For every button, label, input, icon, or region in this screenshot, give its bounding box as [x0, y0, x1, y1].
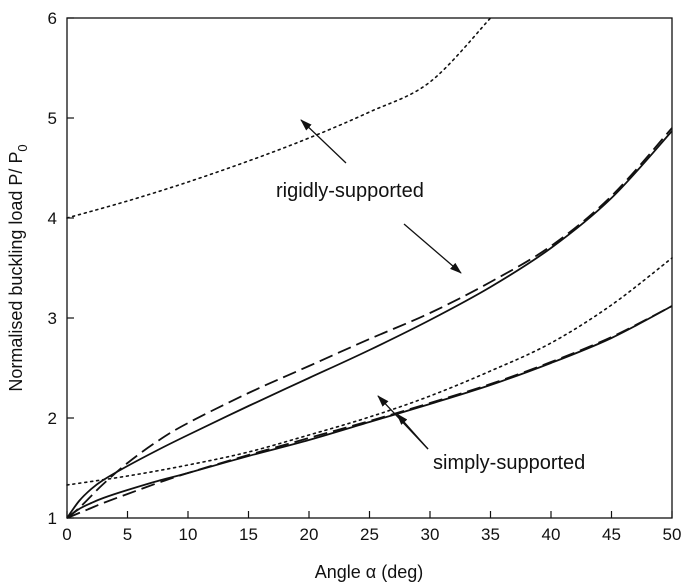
- y-tick-label: 1: [48, 509, 57, 528]
- arrow-simply-supported-bottom: [396, 413, 429, 450]
- x-tick-label: 0: [62, 525, 71, 544]
- arrow-rigidly-supported-top: [300, 119, 347, 164]
- series-line-simply-supported-dashed: [66, 305, 673, 519]
- x-tick-label: 40: [542, 525, 561, 544]
- x-tick-label: 45: [602, 525, 621, 544]
- x-tick-label: 5: [123, 525, 132, 544]
- x-tick-label: 15: [239, 525, 258, 544]
- y-tick-label: 2: [48, 409, 57, 428]
- arrow-rigidly-supported-bottom: [403, 223, 462, 274]
- series-line-simply-supported-solid: [66, 305, 673, 519]
- x-tick-label: 30: [421, 525, 440, 544]
- y-tick-label: 3: [48, 309, 57, 328]
- annotations: rigidly-supported simply-supported: [276, 119, 585, 474]
- annotation-simply-supported: simply-supported: [433, 452, 585, 474]
- y-tick-label: 6: [48, 9, 57, 28]
- y-axis-label: Normalised buckling load P/ P0: [6, 144, 30, 391]
- x-tick-label: 20: [300, 525, 319, 544]
- x-axis-label: Angle α (deg): [315, 562, 423, 582]
- y-axis-label-subscript: 0: [15, 144, 30, 151]
- x-tick-label: 35: [481, 525, 500, 544]
- series-line-rigidly-supported-solid: [66, 130, 673, 519]
- x-tick-label: 50: [663, 525, 682, 544]
- x-tick-label: 25: [360, 525, 379, 544]
- series-line-rigidly-supported-dotted: [66, 17, 492, 219]
- annotation-rigidly-supported: rigidly-supported: [276, 180, 424, 202]
- x-axis-ticks: 0 5 10 15 20 25 30 35 40 45 50: [62, 511, 681, 544]
- series-line-simply-supported-dotted: [66, 257, 673, 486]
- y-axis-ticks: 1 2 3 4 5 6: [48, 9, 74, 528]
- plot-frame: [66, 17, 673, 519]
- y-axis-label-main: Normalised buckling load P/ P: [6, 152, 26, 392]
- series-line-rigidly-supported-dashed: [66, 127, 673, 519]
- y-tick-label: 5: [48, 109, 57, 128]
- x-tick-label: 10: [179, 525, 198, 544]
- series-layer: [66, 17, 673, 519]
- y-tick-label: 4: [48, 209, 57, 228]
